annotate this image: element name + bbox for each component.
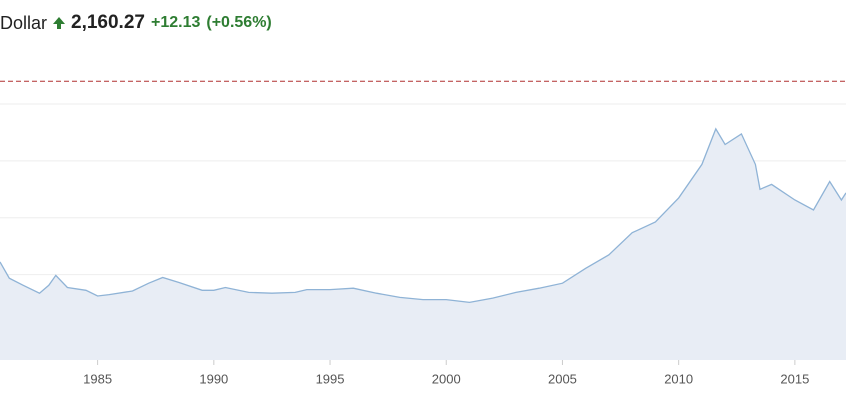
- x-tick-label: 2015: [780, 371, 809, 386]
- x-tick-label: 2000: [432, 371, 461, 386]
- price: 2,160.27: [71, 12, 145, 33]
- x-tick-label: 1985: [83, 371, 112, 386]
- x-tick-label: 1990: [199, 371, 228, 386]
- currency: Dollar: [0, 12, 48, 33]
- change: +12.13: [150, 14, 201, 31]
- x-tick-label: 2010: [664, 371, 693, 386]
- change-percent: (+0.56%): [206, 14, 272, 31]
- area: [0, 128, 846, 360]
- x-tick-label: 2005: [548, 371, 577, 386]
- x-tick-label: 1995: [316, 371, 345, 386]
- line: [0, 127, 846, 304]
- up-arrow: [53, 17, 66, 29]
- header: Dollar 2,160.27 +12.13 (+0.56%): [0, 10, 272, 36]
